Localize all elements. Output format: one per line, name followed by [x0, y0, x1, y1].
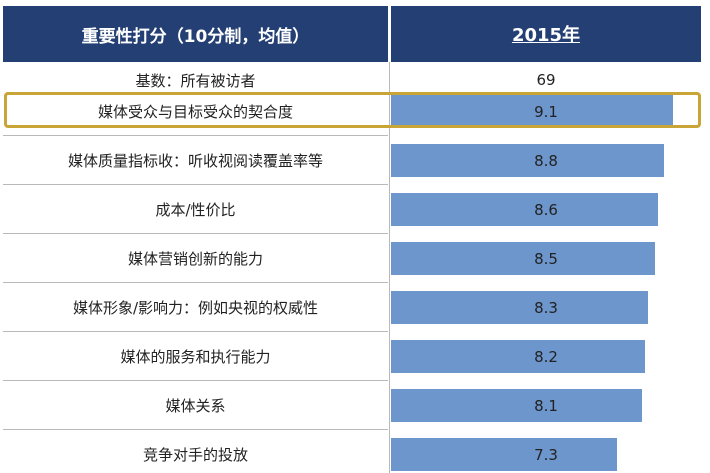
bar	[391, 438, 617, 471]
row-separator	[3, 331, 388, 332]
bar	[391, 291, 648, 324]
bar	[391, 242, 655, 275]
highlight-frame	[4, 92, 701, 128]
row-separator	[3, 429, 388, 430]
base-value: 69	[536, 71, 556, 89]
category-label: 媒体质量指标收：听收视阅读覆盖率等	[67, 152, 323, 170]
row-separator	[3, 135, 388, 136]
bar-value-label: 8.2	[534, 347, 558, 366]
column-header-year: 2015年	[391, 6, 701, 62]
category-label: 竞争对手的投放	[142, 446, 248, 464]
row-separator	[3, 184, 388, 185]
category-label: 媒体形象/影响力：例如央视的权威性	[72, 299, 319, 317]
category-label: 媒体营销创新的能力	[127, 250, 263, 268]
bar	[391, 95, 673, 128]
row-separator	[3, 380, 388, 381]
bar-value-label: 8.8	[534, 151, 558, 170]
category-label: 成本/性价比	[155, 201, 236, 219]
bar-value-label: 9.1	[534, 102, 558, 121]
bar	[391, 144, 664, 177]
base-label: 基数：所有被访者	[135, 71, 256, 90]
row-separator	[3, 233, 388, 234]
bar-value-label: 8.1	[534, 396, 558, 415]
bar-value-label: 7.3	[534, 445, 558, 464]
row-separator	[3, 282, 388, 283]
bar-value-label: 8.5	[534, 249, 558, 268]
column-divider	[389, 62, 390, 473]
bar	[391, 193, 658, 226]
bar-value-label: 8.6	[534, 200, 558, 219]
column-header-importance: 重要性打分（10分制，均值）	[3, 6, 388, 62]
category-label: 媒体的服务和执行能力	[120, 348, 271, 366]
bar	[391, 389, 642, 422]
bar	[391, 340, 645, 373]
category-label: 媒体关系	[165, 397, 226, 415]
bar-value-label: 8.3	[534, 298, 558, 317]
category-label: 媒体受众与目标受众的契合度	[97, 103, 293, 121]
